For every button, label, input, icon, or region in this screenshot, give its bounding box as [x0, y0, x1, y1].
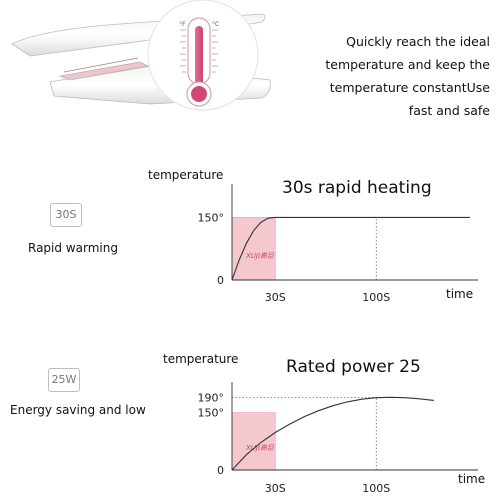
power-badge: 25W — [48, 368, 80, 392]
chart2-title: Rated power 25 — [286, 357, 421, 377]
rapid-warming-label: Rapid warming — [28, 241, 118, 255]
product-illustration: °F °C — [11, 0, 271, 111]
header-line: Quickly reach the ideal — [346, 34, 490, 49]
x-axis-label: time — [458, 472, 485, 486]
y-tick-label: 0 — [217, 274, 224, 287]
power-chart: XUJI高巨 0 150° 190° 30S 100S time — [198, 382, 485, 495]
x-tick-label: 30S — [265, 482, 286, 495]
chart1-title: 30s rapid heating — [282, 178, 432, 198]
x-tick-label: 30S — [265, 291, 286, 304]
heating-time-badge: 30S — [50, 203, 82, 227]
header-line: temperature constantUse — [329, 80, 490, 95]
x-axis-label: time — [446, 287, 473, 301]
header-description: Quickly reach the ideal temperature and … — [318, 30, 490, 122]
y-tick-label: 150° — [198, 407, 225, 420]
heating-chart: XUJI高巨 0 150° 30S 100S time — [198, 184, 478, 304]
header-line: temperature and keep the — [325, 57, 490, 72]
chart1-ylabel: temperature — [148, 168, 224, 182]
x-tick-label: 100S — [362, 291, 390, 304]
x-tick-label: 100S — [362, 482, 390, 495]
brand-logo: XUJI高巨 — [245, 444, 275, 452]
series-line — [231, 216, 470, 281]
shaded-region — [231, 217, 276, 281]
brand-logo: XUJI高巨 — [245, 252, 275, 260]
unit-f-label: °F — [179, 21, 186, 28]
energy-saving-label: Energy saving and low — [10, 403, 146, 417]
y-tick-label: 0 — [217, 464, 224, 477]
series-line — [231, 396, 434, 471]
y-tick-label: 150° — [198, 211, 225, 224]
y-tick-label: 190° — [198, 391, 225, 404]
shaded-region — [231, 412, 276, 471]
chart2-ylabel: temperature — [163, 352, 239, 366]
header-line: fast and safe — [408, 103, 490, 118]
unit-c-label: °C — [212, 21, 219, 28]
